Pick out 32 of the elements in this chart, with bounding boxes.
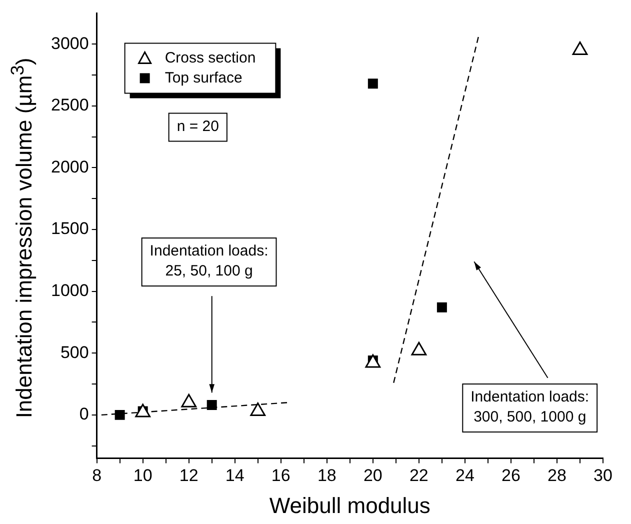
- x-tick-label: 18: [317, 466, 336, 486]
- x-tick-label: 22: [409, 466, 428, 486]
- point: [135, 404, 151, 418]
- point: [250, 402, 266, 416]
- x-tick-label: 30: [594, 466, 612, 486]
- annotation: Indentation loads: 300, 500, 1000 g: [470, 388, 590, 426]
- y-tick-label: 1500: [50, 219, 89, 238]
- y-tick-label: 3000: [50, 34, 89, 53]
- y-tick-label: 500: [60, 342, 89, 362]
- annotation: Indentation loads: 25, 50, 100 g: [150, 242, 268, 280]
- x-tick-label: 20: [363, 466, 382, 486]
- legend-label: Top surface: [164, 69, 242, 86]
- x-tick-label: 24: [455, 466, 474, 486]
- point: [365, 354, 381, 368]
- y-tick-label: 2500: [50, 96, 89, 115]
- y-tick-label: 2000: [50, 157, 89, 176]
- x-tick-label: 16: [271, 466, 290, 486]
- point: [368, 78, 378, 89]
- x-tick-label: 14: [225, 466, 244, 486]
- annotation: n = 20: [176, 118, 219, 135]
- point: [436, 302, 447, 312]
- legend-label: Cross section: [164, 49, 256, 66]
- x-tick-label: 26: [502, 466, 520, 486]
- y-tick-label: 1000: [50, 281, 89, 300]
- x-axis-title: Weibull modulus: [269, 492, 430, 518]
- x-tick-label: 28: [548, 466, 566, 486]
- x-tick-label: 8: [92, 466, 102, 486]
- x-tick-label: 10: [133, 466, 152, 486]
- point: [181, 394, 197, 408]
- y-tick-label: 0: [79, 404, 89, 424]
- point: [411, 342, 427, 356]
- x-tick-label: 12: [179, 466, 198, 486]
